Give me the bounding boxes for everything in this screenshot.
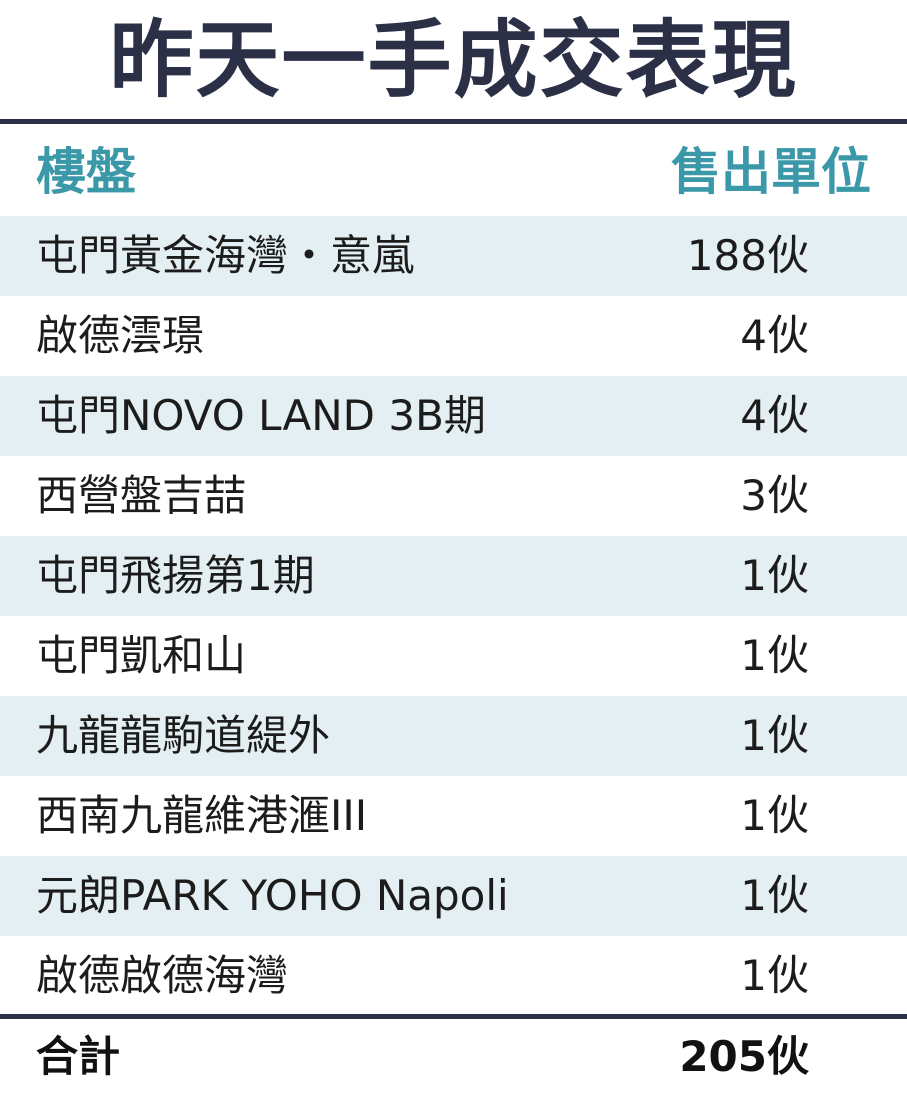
- table-header: 樓盤 售出單位: [0, 124, 907, 216]
- units-sold: 1伙: [740, 951, 809, 1000]
- property-name: 西南九龍維港滙III: [36, 791, 368, 840]
- property-name: 西營盤吉喆: [36, 471, 247, 520]
- header-units-sold: 售出單位: [671, 143, 871, 201]
- table-row: 元朗PARK YOHO Napoli 1伙: [0, 856, 907, 936]
- table-row: 啟德澐璟 4伙: [0, 296, 907, 376]
- units-sold: 1伙: [740, 631, 809, 680]
- header-property: 樓盤: [36, 143, 136, 201]
- units-sold: 4伙: [740, 311, 809, 360]
- page-title: 昨天一手成交表現: [109, 10, 798, 109]
- table-row: 屯門黃金海灣・意嵐 188伙: [0, 216, 907, 296]
- units-sold: 1伙: [740, 791, 809, 840]
- property-name: 屯門飛揚第1期: [36, 551, 315, 600]
- total-row: 合計 205伙: [0, 1019, 907, 1095]
- table-row: 屯門凱和山 1伙: [0, 616, 907, 696]
- table-row: 九龍龍駒道緹外 1伙: [0, 696, 907, 776]
- top-divider: [0, 119, 907, 124]
- units-sold: 1伙: [740, 551, 809, 600]
- units-sold: 3伙: [740, 471, 809, 520]
- table-row: 西營盤吉喆 3伙: [0, 456, 907, 536]
- table-body: 屯門黃金海灣・意嵐 188伙 啟德澐璟 4伙 屯門NOVO LAND 3B期 4…: [0, 216, 907, 1016]
- property-name: 九龍龍駒道緹外: [36, 711, 331, 760]
- property-name: 屯門黃金海灣・意嵐: [36, 231, 415, 280]
- property-name: 啟德澐璟: [36, 311, 205, 360]
- bottom-divider: [0, 1014, 907, 1019]
- property-name: 元朗PARK YOHO Napoli: [36, 871, 509, 920]
- table-row: 屯門飛揚第1期 1伙: [0, 536, 907, 616]
- total-label: 合計: [36, 1032, 121, 1081]
- units-sold: 1伙: [740, 871, 809, 920]
- units-sold: 188伙: [686, 231, 809, 280]
- units-sold: 1伙: [740, 711, 809, 760]
- property-name: 屯門NOVO LAND 3B期: [36, 391, 486, 440]
- total-units: 205伙: [679, 1032, 809, 1081]
- table-row: 西南九龍維港滙III 1伙: [0, 776, 907, 856]
- units-sold: 4伙: [740, 391, 809, 440]
- property-name: 屯門凱和山: [36, 631, 247, 680]
- table-row: 啟德啟德海灣 1伙: [0, 936, 907, 1016]
- property-name: 啟德啟德海灣: [36, 951, 289, 1000]
- table-row: 屯門NOVO LAND 3B期 4伙: [0, 376, 907, 456]
